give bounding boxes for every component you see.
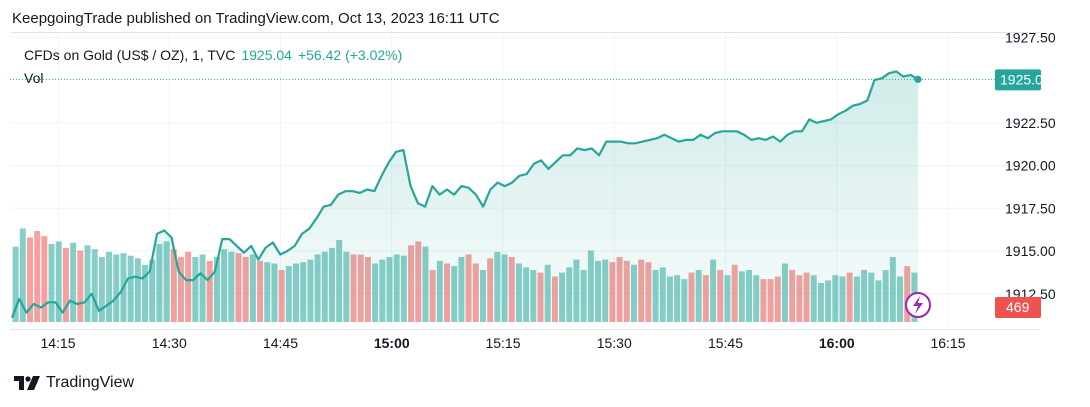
volume-tag-label: 469: [1006, 299, 1030, 315]
price-axis-label: 1915.00: [1005, 243, 1056, 259]
price-axis-label: 1922.50: [1005, 115, 1056, 131]
publisher-caption: KeepgoingTrade published on TradingView.…: [12, 10, 500, 27]
time-axis-label: 15:30: [597, 335, 632, 351]
time-axis-label: 16:15: [930, 335, 965, 351]
last-price-tag-label: 1925.04: [1000, 71, 1051, 87]
chart-frame: [10, 32, 1040, 330]
legend-change: +56.42 (+3.02%): [297, 47, 403, 63]
volume-bar: [12, 246, 19, 322]
footer-brand-name: TradingView: [46, 374, 135, 391]
last-price-dot: [914, 75, 922, 83]
legend-volume-label: Vol: [24, 70, 44, 86]
legend-symbol: CFDs on Gold (US$ / OZ), 1, TVC: [24, 47, 236, 63]
price-axis[interactable]: 1927.501922.501920.001917.501915.001912.…: [1005, 29, 1056, 302]
time-axis-label: 15:45: [708, 335, 743, 351]
last-price-tag: 1925.04: [995, 69, 1051, 91]
price-line[interactable]: [10, 70, 919, 319]
volume-bar: [26, 237, 33, 322]
time-axis[interactable]: 14:15 14:30 14:45 15:00 15:15 15:30 15:45 16:00…: [40, 335, 965, 351]
volume-bar: [106, 251, 113, 322]
volume-bar: [34, 231, 41, 322]
time-axis-label: 14:45: [263, 335, 298, 351]
volume-bar: [77, 250, 84, 322]
lightning-icon[interactable]: [905, 292, 931, 318]
chart-legend[interactable]: CFDs on Gold (US$ / OZ), 1, TVC 1925.04 …: [24, 47, 402, 63]
volume-bar: [70, 242, 77, 322]
volume-bar: [62, 247, 69, 322]
tradingview-logo-icon: [14, 376, 40, 390]
legend-last-price: 1925.04: [241, 47, 292, 63]
volume-tag: 469: [995, 297, 1041, 318]
volume-bar: [98, 257, 105, 322]
price-area-fill: [12, 71, 918, 322]
volume-bar: [84, 245, 91, 322]
price-axis-label: 1927.50: [1005, 29, 1056, 45]
volume-bar: [113, 254, 120, 322]
volume-bar: [41, 236, 48, 322]
volume-bar: [55, 241, 62, 322]
volume-bar: [19, 228, 26, 322]
price-axis-label: 1920.00: [1005, 158, 1056, 174]
time-axis-label: 15:00: [374, 335, 410, 351]
time-axis-label: 14:30: [152, 335, 187, 351]
volume-bar: [48, 244, 55, 322]
time-axis-label: 14:15: [40, 335, 75, 351]
time-axis-label: 16:00: [819, 335, 855, 351]
time-axis-label: 15:15: [485, 335, 520, 351]
volume-bar: [91, 249, 98, 322]
footer-branding[interactable]: TradingView: [14, 374, 134, 392]
price-axis-label: 1917.50: [1005, 200, 1056, 216]
